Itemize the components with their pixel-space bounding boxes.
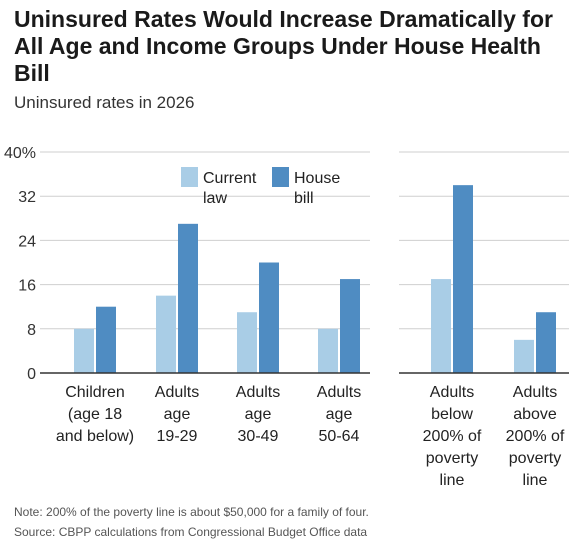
bar-current-law-0-3 — [318, 328, 338, 373]
bar-house-bill-1-0 — [453, 185, 473, 373]
legend-label: House — [294, 170, 340, 187]
y-tick-label: 16 — [18, 278, 36, 295]
category-label: 200% of — [423, 428, 482, 445]
category-label: poverty — [426, 450, 478, 467]
category-label: Adults — [155, 384, 199, 401]
bar-current-law-1-1 — [514, 339, 534, 373]
chart-subtitle: Uninsured rates in 2026 — [14, 93, 195, 112]
category-label: line — [440, 472, 465, 489]
chart-note: Note: 200% of the poverty line is about … — [14, 505, 369, 519]
bar-house-bill-0-0 — [96, 306, 116, 373]
bar-current-law-1-0 — [431, 279, 451, 373]
category-label: poverty — [509, 450, 561, 467]
y-tick-label: 24 — [18, 233, 36, 250]
category-label: Adults — [513, 384, 557, 401]
category-label: Children — [65, 384, 125, 401]
category-label: and below) — [56, 428, 134, 445]
y-tick-label: 0 — [27, 366, 36, 383]
category-label: age — [245, 406, 272, 423]
category-label: line — [523, 472, 548, 489]
bar-current-law-0-2 — [237, 312, 257, 373]
category-label: 19-29 — [157, 428, 198, 445]
bar-house-bill-1-1 — [536, 312, 556, 373]
bar-house-bill-0-2 — [259, 262, 279, 373]
legend-label: Current — [203, 170, 257, 187]
legend-label: law — [203, 190, 227, 207]
category-label: 30-49 — [238, 428, 279, 445]
category-label: 200% of — [506, 428, 565, 445]
y-tick-label: 32 — [18, 189, 36, 206]
y-tick-label: 40% — [4, 145, 36, 162]
bar-current-law-0-0 — [74, 328, 94, 373]
chart-title: Uninsured Rates Would Increase Dramatica… — [14, 6, 553, 86]
category-label: Adults — [317, 384, 361, 401]
legend-swatch-current-law — [181, 167, 198, 187]
category-label: above — [513, 406, 557, 423]
bar-current-law-0-1 — [156, 295, 176, 373]
category-label: age — [164, 406, 191, 423]
category-label: age — [326, 406, 353, 423]
bar-house-bill-0-3 — [340, 279, 360, 373]
category-label: Adults — [236, 384, 280, 401]
bar-house-bill-0-1 — [178, 223, 198, 373]
chart-source: Source: CBPP calculations from Congressi… — [14, 525, 368, 539]
legend-swatch-house-bill — [272, 167, 289, 187]
category-label: (age 18 — [68, 406, 122, 423]
y-tick-label: 8 — [27, 322, 36, 339]
category-label: Adults — [430, 384, 474, 401]
category-label: below — [431, 406, 473, 423]
category-label: 50-64 — [319, 428, 360, 445]
legend-label: bill — [294, 190, 314, 207]
